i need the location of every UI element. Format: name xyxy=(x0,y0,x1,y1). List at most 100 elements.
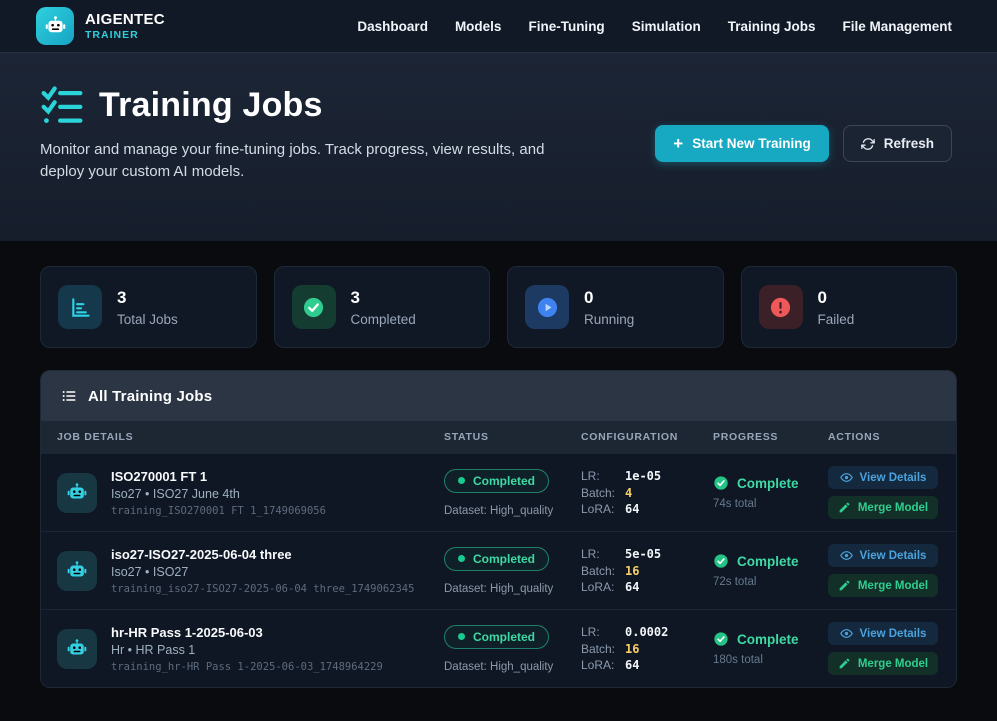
stat-value-failed: 0 xyxy=(817,287,827,307)
status-dot-icon xyxy=(458,633,465,640)
dataset-label: Dataset: High_quality xyxy=(444,504,554,517)
batch-label: Batch: xyxy=(581,563,616,578)
lora-value: 64 xyxy=(625,502,640,516)
status-dot-icon xyxy=(458,555,465,562)
col-actions: ACTIONS xyxy=(828,431,881,443)
merge-model-button[interactable]: Merge Model xyxy=(828,574,938,597)
table-row: .avatar .eye{fill:#173743} ISO270001 FT … xyxy=(41,453,956,531)
nav-item-fine-tuning[interactable]: Fine-Tuning xyxy=(528,18,605,34)
list-icon xyxy=(61,390,76,402)
brand-name: AIGENTEC xyxy=(85,11,165,29)
eye-icon xyxy=(839,551,853,560)
stat-value-running: 0 xyxy=(584,287,594,307)
stat-card-failed: 0 Failed xyxy=(740,266,957,348)
eye-icon xyxy=(839,473,853,482)
job-id: training_iso27-ISO27-2025-06-04 three_17… xyxy=(111,582,415,595)
lr-label: LR: xyxy=(581,469,600,483)
table-titlebar: All Training Jobs xyxy=(41,371,956,421)
complete-check-icon xyxy=(713,553,729,569)
alert-circle-icon xyxy=(758,285,803,329)
nav-item-models[interactable]: Models xyxy=(454,18,502,34)
batch-label: Batch: xyxy=(581,641,616,656)
app-logo-robot-icon: .logo .eye{fill:#1fb5cc} xyxy=(36,7,74,45)
col-job-details: JOB DETAILS xyxy=(57,431,134,443)
pencil-icon xyxy=(839,580,850,591)
stat-card-running: 0 Running xyxy=(507,266,724,348)
play-circle-icon xyxy=(525,285,569,329)
eye-icon xyxy=(839,629,853,638)
table-row: hr-HR Pass 1-2025-06-03 Hr • HR Pass 1 t… xyxy=(41,609,956,687)
lr-value: 5e-05 xyxy=(625,547,662,561)
batch-value: 4 xyxy=(625,485,633,500)
brand-subtitle: TRAINER xyxy=(85,28,139,41)
dataset-label: Dataset: High_quality xyxy=(444,660,554,673)
stat-label-completed: Completed xyxy=(350,311,416,327)
status-badge: Completed xyxy=(444,468,550,493)
table-title: All Training Jobs xyxy=(88,387,213,405)
job-subtitle: Iso27 • ISO27 June 4th xyxy=(111,486,240,501)
nav-item-dashboard[interactable]: Dashboard xyxy=(357,18,428,34)
checklist-icon xyxy=(40,83,84,127)
job-name: hr-HR Pass 1-2025-06-03 xyxy=(111,624,263,640)
status-badge: Completed xyxy=(444,624,550,649)
merge-model-button[interactable]: Merge Model xyxy=(828,652,938,675)
training-jobs-table: All Training Jobs JOB DETAILS STATUS CON… xyxy=(40,370,957,688)
complete-check-icon xyxy=(713,631,729,647)
nav-item-file-management[interactable]: File Management xyxy=(842,18,952,34)
stat-card-total-jobs: 3 Total Jobs xyxy=(40,266,257,348)
hero-section: Training Jobs Monitor and manage your fi… xyxy=(0,53,997,241)
view-details-button[interactable]: View Details xyxy=(828,544,938,567)
job-name: iso27-ISO27-2025-06-04 three xyxy=(111,546,292,562)
start-new-training-button[interactable]: + Start New Training xyxy=(655,125,829,162)
top-navbar: .logo .eye{fill:#1fb5cc} AIGENTEC TRAINE… xyxy=(0,0,997,53)
col-status: STATUS xyxy=(444,431,489,443)
job-name: ISO270001 FT 1 xyxy=(111,468,208,484)
view-details-button[interactable]: View Details xyxy=(828,466,938,489)
job-id: training_hr-HR Pass 1-2025-06-03_1748964… xyxy=(111,660,383,673)
table-row: iso27-ISO27-2025-06-04 three Iso27 • ISO… xyxy=(41,531,956,609)
batch-value: 16 xyxy=(625,641,640,656)
progress-status: Complete xyxy=(737,475,799,491)
table-column-headers: JOB DETAILS STATUS CONFIGURATION PROGRES… xyxy=(41,421,956,453)
progress-duration: 74s total xyxy=(713,498,757,510)
view-details-button[interactable]: View Details xyxy=(828,622,938,645)
job-subtitle: Iso27 • ISO27 xyxy=(111,564,189,579)
lr-label: LR: xyxy=(581,547,600,561)
stat-label-running: Running xyxy=(584,311,635,327)
refresh-icon xyxy=(860,137,875,150)
stat-value-total: 3 xyxy=(117,287,127,307)
dataset-label: Dataset: High_quality xyxy=(444,582,554,595)
lr-value: 1e-05 xyxy=(625,469,662,483)
progress-status: Complete xyxy=(737,553,799,569)
stat-label-total: Total Jobs xyxy=(117,311,178,327)
refresh-button[interactable]: Refresh xyxy=(842,125,952,162)
progress-status: Complete xyxy=(737,631,799,647)
bar-chart-icon xyxy=(58,285,102,329)
stat-card-completed: 3 Completed xyxy=(273,266,490,348)
lora-value: 64 xyxy=(625,658,640,672)
app-brand[interactable]: .logo .eye{fill:#1fb5cc} AIGENTEC TRAINE… xyxy=(36,7,165,45)
batch-value: 16 xyxy=(625,563,640,578)
merge-model-button[interactable]: Merge Model xyxy=(828,496,938,519)
pencil-icon xyxy=(839,502,850,513)
lora-label: LoRA: xyxy=(581,580,615,594)
job-id: training_ISO270001 FT 1_1749069056 xyxy=(111,504,326,517)
page-title: Training Jobs xyxy=(99,85,323,124)
lr-label: LR: xyxy=(581,625,600,639)
stats-row: 3 Total Jobs 3 Completed 0 Running xyxy=(40,266,957,348)
stat-value-completed: 3 xyxy=(350,287,360,307)
lr-value: 0.0002 xyxy=(625,625,669,639)
job-subtitle: Hr • HR Pass 1 xyxy=(111,642,196,657)
nav-links: Dashboard Models Fine-Tuning Simulation … xyxy=(357,19,952,34)
check-circle-icon xyxy=(291,285,336,329)
progress-duration: 180s total xyxy=(713,654,763,666)
complete-check-icon xyxy=(713,475,729,491)
progress-duration: 72s total xyxy=(713,576,757,588)
stat-label-failed: Failed xyxy=(817,311,855,327)
robot-avatar-icon: .avatar .eye{fill:#173743} xyxy=(57,472,97,513)
nav-item-simulation[interactable]: Simulation xyxy=(631,18,701,34)
col-configuration: CONFIGURATION xyxy=(581,431,678,443)
page-subtitle: Monitor and manage your fine-tuning jobs… xyxy=(40,141,545,180)
nav-item-training-jobs[interactable]: Training Jobs xyxy=(727,18,816,34)
status-badge: Completed xyxy=(444,546,550,571)
